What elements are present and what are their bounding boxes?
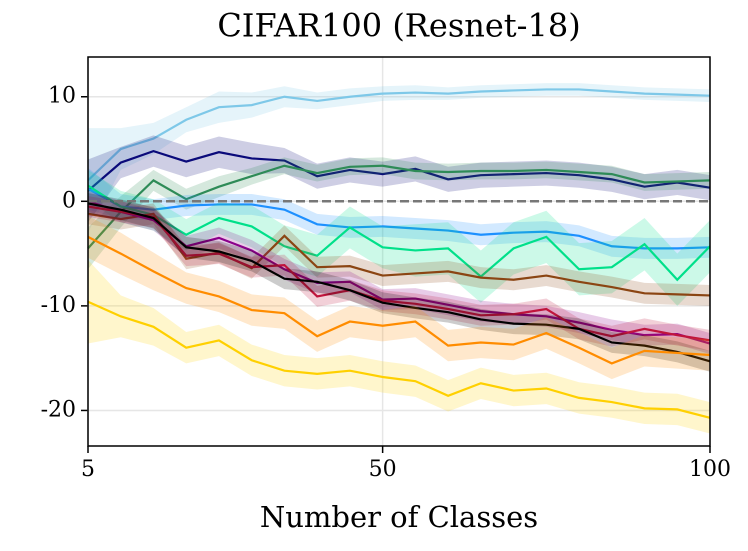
x-tick-label: 100: [689, 457, 731, 482]
series-line: [87, 164, 711, 250]
series-line: [87, 300, 711, 419]
error-band: [88, 169, 710, 306]
error-band: [88, 83, 710, 233]
error-band: [88, 215, 710, 380]
x-axis-label: Number of Classes: [260, 500, 538, 534]
x-tick-label: 50: [369, 457, 397, 482]
y-tick-label: 10: [48, 84, 76, 109]
chart-title: CIFAR100 (Resnet-18): [217, 7, 580, 45]
y-tick-label: -20: [41, 397, 76, 422]
series-line: [87, 149, 711, 192]
error-band: [88, 157, 710, 270]
series-line: [87, 184, 711, 282]
series-line: [87, 202, 711, 363]
error-band: [88, 167, 710, 259]
series-line: [87, 187, 711, 250]
series-line: [87, 212, 711, 297]
series-line: [87, 235, 711, 365]
error-band: [88, 192, 710, 372]
series-line: [87, 205, 711, 342]
error-band: [88, 203, 710, 306]
series-line: [87, 200, 711, 345]
error-band: [88, 196, 710, 351]
x-tick-label: 5: [81, 457, 95, 482]
y-tick-label: 0: [62, 188, 76, 213]
series-line: [87, 88, 711, 182]
plot-frame: [87, 56, 711, 447]
y-tick-label: -10: [41, 293, 76, 318]
